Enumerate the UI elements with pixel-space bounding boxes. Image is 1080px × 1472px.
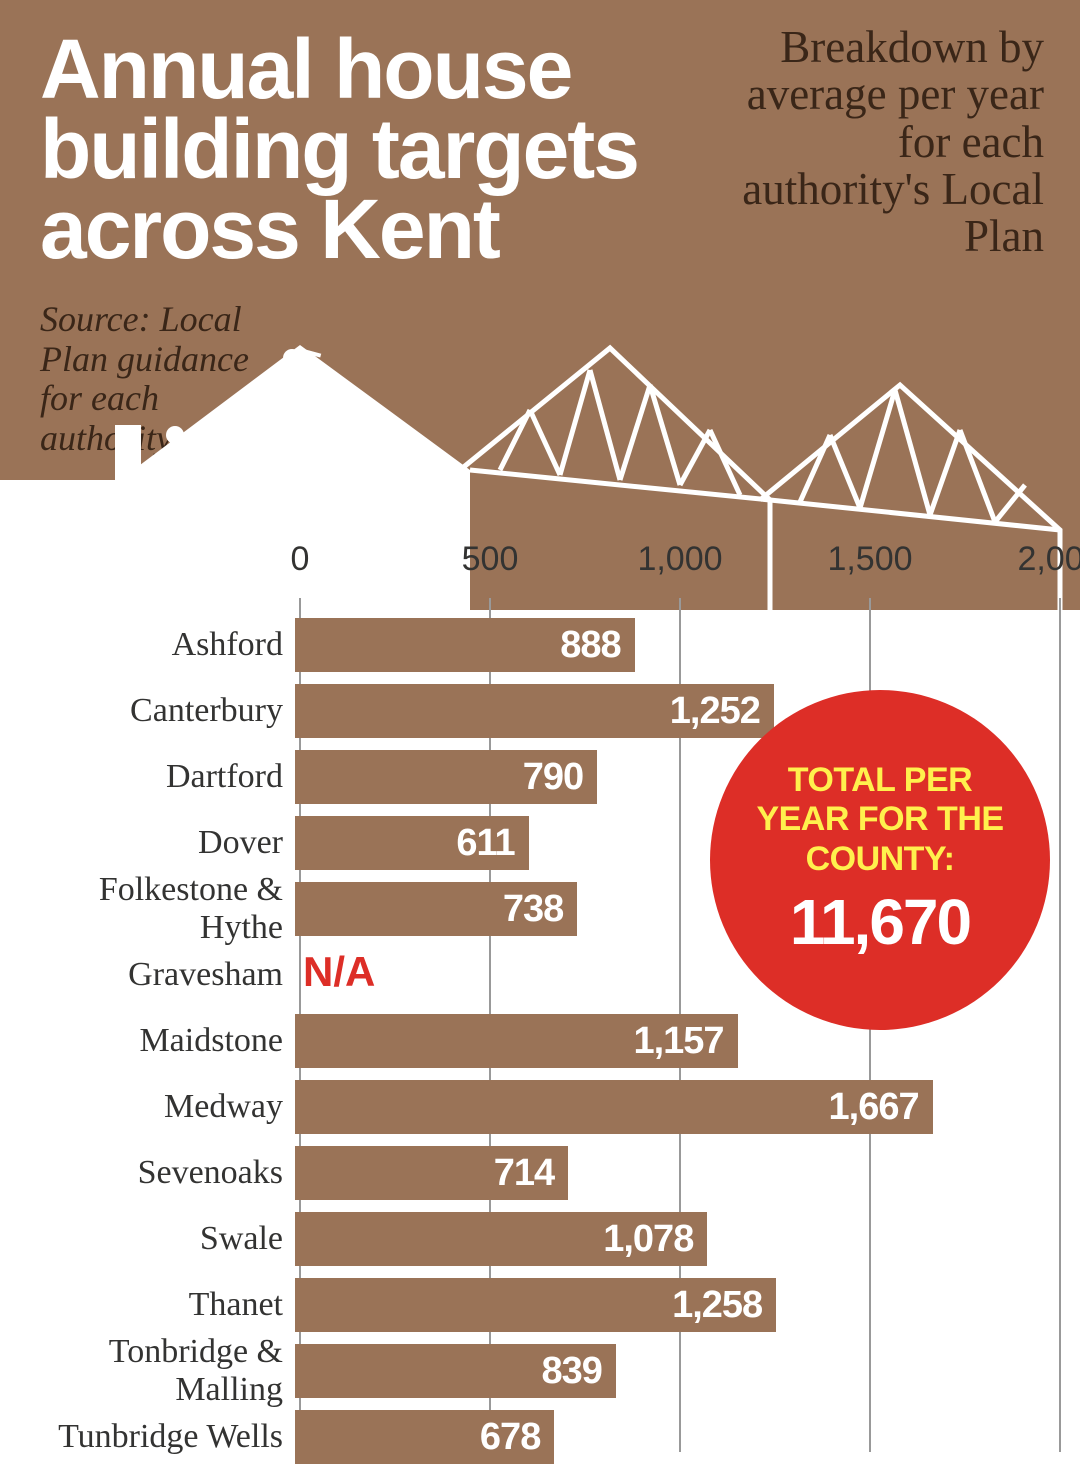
row-label: Thanet	[40, 1286, 295, 1324]
table-row: Swale 1,078	[40, 1206, 1060, 1272]
x-axis-tick-label: 500	[462, 540, 519, 579]
bar-track: 888	[295, 618, 1060, 672]
total-value: 11,670	[790, 885, 970, 959]
bar-track: 1,667	[295, 1080, 1060, 1134]
row-label: Swale	[40, 1220, 295, 1258]
header-panel: Annual house building targets across Ken…	[0, 0, 1080, 610]
table-row: Tonbridge & Malling839	[40, 1338, 1060, 1404]
bar-value: 790	[523, 756, 583, 799]
bar-value: 678	[480, 1416, 540, 1459]
total-label: TOTAL PER YEAR FOR THE COUNTY:	[740, 761, 1020, 878]
bar-value: 1,258	[672, 1284, 762, 1327]
bar-value: 1,078	[603, 1218, 693, 1261]
bar-value: 1,157	[633, 1020, 723, 1063]
bar-track: 1,258	[295, 1278, 1060, 1332]
x-axis-tick-label: 2,000	[1017, 540, 1080, 579]
total-badge: TOTAL PER YEAR FOR THE COUNTY: 11,670	[710, 690, 1050, 1030]
bar: 839	[295, 1344, 616, 1398]
table-row: Medway 1,667	[40, 1074, 1060, 1140]
x-axis-tick-label: 0	[291, 540, 310, 579]
bar: 1,078	[295, 1212, 707, 1266]
source-text: Source: Local Plan guidance for each aut…	[40, 300, 290, 458]
bar-track: 839	[295, 1344, 1060, 1398]
bar: 1,252	[295, 684, 774, 738]
row-label: Medway	[40, 1088, 295, 1126]
row-label: Maidstone	[40, 1022, 295, 1060]
bar: 678	[295, 1410, 554, 1464]
row-label: Dover	[40, 824, 295, 862]
bar: 888	[295, 618, 635, 672]
infographic-title: Annual house building targets across Ken…	[40, 30, 720, 269]
row-label: Tunbridge Wells	[40, 1418, 295, 1456]
bar: 1,157	[295, 1014, 738, 1068]
row-label: Canterbury	[40, 692, 295, 730]
bar-value: 888	[560, 624, 620, 667]
bar: 714	[295, 1146, 568, 1200]
x-axis-tick-label: 1,000	[637, 540, 722, 579]
row-label: Ashford	[40, 626, 295, 664]
bar-value: 738	[503, 888, 563, 931]
table-row: Thanet 1,258	[40, 1272, 1060, 1338]
x-axis-tick-label: 1,500	[827, 540, 912, 579]
bar: 790	[295, 750, 597, 804]
table-row: Sevenoaks 714	[40, 1140, 1060, 1206]
bar: 611	[295, 816, 529, 870]
bar-track: 1,078	[295, 1212, 1060, 1266]
bar-value: 1,252	[670, 690, 760, 733]
bar: 1,258	[295, 1278, 776, 1332]
row-label: Folkestone & Hythe	[40, 871, 295, 947]
bar-track: 1,157	[295, 1014, 1060, 1068]
bar-track: 678	[295, 1410, 1060, 1464]
bar-track: 714	[295, 1146, 1060, 1200]
row-label: Dartford	[40, 758, 295, 796]
infographic-subtitle: Breakdown by average per year for each a…	[704, 24, 1044, 260]
table-row: Ashford 888	[40, 612, 1060, 678]
bar: 1,667	[295, 1080, 933, 1134]
bar-value: 714	[494, 1152, 554, 1195]
x-axis-labels: 05001,0001,5002,000	[300, 540, 1060, 588]
bar-value: 611	[456, 822, 514, 865]
bar-value: 1,667	[829, 1086, 919, 1129]
bar-value: 839	[542, 1350, 602, 1393]
row-label: Gravesham	[40, 956, 295, 994]
row-label: Sevenoaks	[40, 1154, 295, 1192]
bar: 738	[295, 882, 577, 936]
table-row: Tunbridge Wells 678	[40, 1404, 1060, 1470]
row-label: Tonbridge & Malling	[40, 1333, 295, 1409]
na-value: N/A	[303, 948, 375, 996]
